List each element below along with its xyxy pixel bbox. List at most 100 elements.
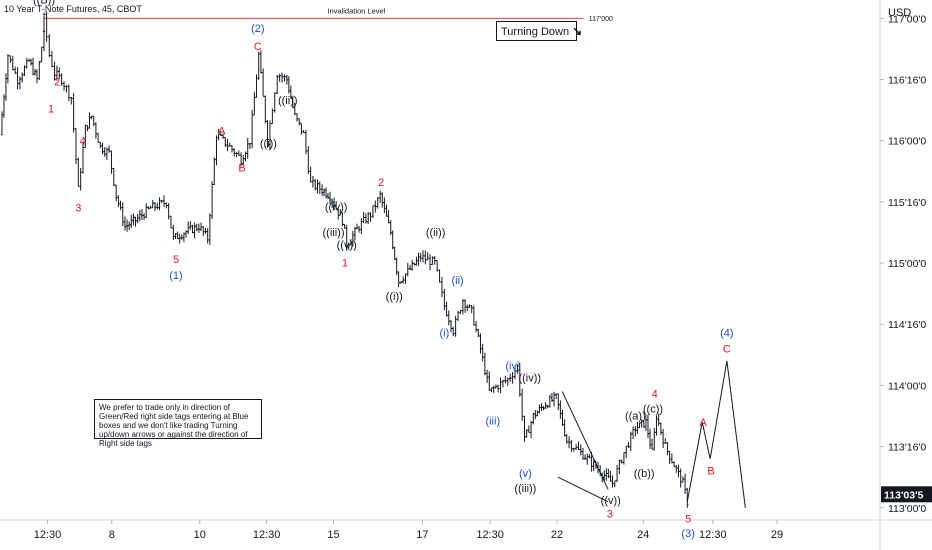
ohlc-bar [445, 301, 448, 317]
ohlc-bar [399, 281, 403, 284]
ohlc-bar [341, 211, 344, 227]
invalidation-label: Invalidation Level [327, 6, 385, 15]
ohlc-bar [410, 259, 414, 271]
wave-label: A [218, 126, 226, 138]
ohlc-bar [324, 187, 328, 199]
ohlc-bar [316, 179, 319, 194]
ohlc-bar [387, 210, 390, 224]
ohlc-bar [415, 256, 418, 266]
ohlc-bar [581, 447, 585, 460]
ohlc-bar [618, 459, 621, 475]
ohlc-bar [99, 141, 102, 149]
ohlc-bar [454, 315, 457, 337]
wave-label: C [254, 41, 262, 53]
wave-label: (2) [251, 23, 264, 35]
ohlc-bar [257, 51, 260, 80]
ohlc-bar [588, 454, 591, 459]
ohlc-bar [42, 12, 46, 35]
ohlc-bar [527, 425, 531, 433]
ohlc-bar [208, 213, 212, 246]
ohlc-bar [215, 135, 218, 166]
ohlc-bar [544, 402, 547, 409]
ohlc-bar [273, 92, 276, 113]
ohlc-bar [307, 146, 310, 174]
ohlc-bar [488, 371, 491, 392]
ohlc-bar [501, 379, 505, 388]
turning-down-box: Turning Down ↘ [496, 21, 582, 41]
wave-label: ((c)) [643, 403, 663, 415]
ohlc-bar [309, 166, 312, 183]
ohlc-bar [554, 393, 558, 400]
ohlc-bar [357, 226, 361, 233]
ohlc-bar [151, 200, 154, 209]
wave-label: 5 [685, 513, 691, 525]
ohlc-bar [276, 74, 279, 94]
wave-label: (iv) [505, 361, 520, 373]
ohlc-bar [2, 94, 6, 118]
ohlc-bar [268, 120, 272, 151]
ohlc-bar [536, 410, 539, 417]
ohlc-bar [121, 202, 124, 227]
ohlc-bar [360, 218, 363, 235]
ohlc-bar [86, 125, 89, 132]
ohlc-bar [298, 118, 301, 126]
ohlc-bar [534, 410, 537, 420]
ohlc-bar [210, 181, 214, 220]
ohlc-bar [156, 202, 159, 210]
ohlc-bar [96, 132, 100, 143]
ohlc-bar [295, 113, 299, 122]
ohlc-bar [648, 428, 652, 450]
ohlc-bar [81, 142, 85, 174]
ohlc-bar [675, 465, 678, 473]
turning-down-label: Turning Down [501, 26, 570, 38]
ohlc-bar [40, 46, 43, 63]
ohlc-bar [167, 202, 170, 220]
ohlc-bar [320, 184, 324, 196]
ohlc-bar [132, 213, 135, 226]
symbol-header: 10 Year T-Note Futures, 45, CBOT [4, 4, 142, 14]
wave-label: B [707, 466, 714, 478]
ohlc-bar [681, 476, 685, 483]
wave-label: (4) [720, 327, 733, 339]
ohlc-bar [391, 230, 394, 250]
ohlc-bar [9, 55, 12, 63]
ohlc-bar [160, 199, 163, 204]
ohlc-bar [186, 221, 190, 235]
ohlc-bar [447, 310, 450, 326]
ohlc-bar [686, 487, 689, 508]
ohlc-bar [634, 426, 637, 437]
ohlc-bar [548, 394, 552, 408]
ohlc-bar [230, 144, 234, 153]
ohlc-bar [18, 76, 22, 90]
ohlc-bar [579, 444, 582, 456]
x-tick-label: 29 [771, 529, 783, 541]
ohlc-bar [546, 404, 549, 409]
ohlc-bar [178, 233, 181, 244]
ohlc-bar [472, 305, 476, 326]
wave-label: ((ii)) [278, 95, 298, 107]
ohlc-bar [477, 328, 480, 338]
ohlc-bar [413, 262, 416, 266]
y-tick-label: 113'00'0 [888, 503, 926, 515]
ohlc-bar [55, 65, 59, 81]
ohlc-bar [385, 204, 388, 217]
ohlc-bar [570, 439, 573, 453]
ohlc-bar [431, 256, 434, 265]
ohlc-bar [250, 109, 254, 149]
ohlc-bar [424, 250, 427, 265]
wave-label: (ii) [451, 275, 463, 287]
ohlc-bar [499, 377, 502, 393]
ohlc-bar [508, 373, 512, 383]
ohlc-bar [107, 145, 111, 153]
wave-label: C [723, 343, 731, 355]
ohlc-bar [20, 72, 24, 83]
ohlc-bar [366, 211, 370, 225]
last-price-badge [881, 486, 932, 503]
ohlc-bar [567, 436, 571, 449]
ohlc-bar [224, 136, 227, 148]
ohlc-bar [683, 473, 687, 495]
ohlc-bar [228, 142, 231, 147]
ohlc-bar [369, 212, 372, 222]
ohlc-bar [23, 65, 26, 76]
